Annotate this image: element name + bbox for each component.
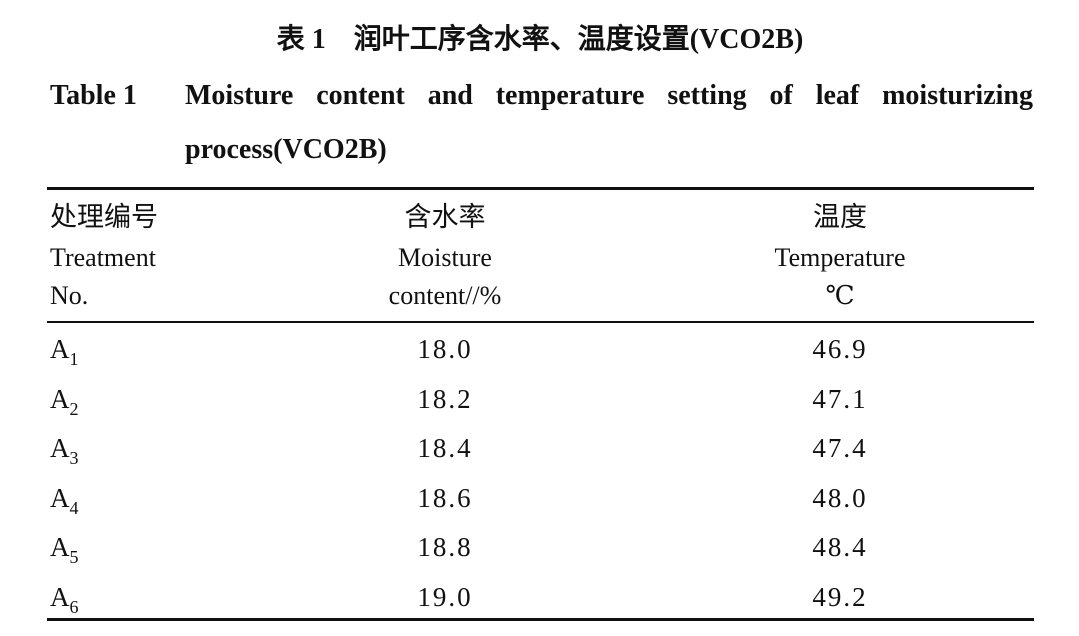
- column-header-en: ℃: [825, 281, 855, 310]
- moisture-cell: 18.0: [417, 334, 473, 364]
- column-header-en: content//%: [388, 281, 502, 310]
- moisture-cell: 18.8: [417, 532, 473, 563]
- moisture-cell: 18.6: [417, 482, 473, 513]
- temperature-cell: 49.2: [812, 582, 868, 612]
- moisture-cell: 18.4: [417, 433, 473, 464]
- treatment-subscript: 3: [69, 448, 79, 469]
- treatment-id: A6: [50, 582, 79, 617]
- column-header-cn: 含水率: [404, 202, 486, 232]
- moisture-cell: 19.0: [417, 582, 473, 612]
- column-header-cn: 处理编号: [50, 202, 158, 232]
- treatment-letter: A: [50, 582, 70, 612]
- treatment-id: A4: [50, 482, 79, 518]
- title-cn: 表 1 润叶工序含水率、温度设置(VCO2B): [276, 24, 804, 55]
- top-rule: [47, 187, 1034, 190]
- treatment-id: A2: [50, 383, 79, 419]
- moisture-cell: 18.2: [417, 383, 473, 414]
- treatment-id: A5: [50, 532, 79, 568]
- treatment-letter: A: [50, 383, 70, 414]
- treatment-letter: A: [50, 532, 70, 563]
- column-header-en: Temperature: [774, 243, 906, 272]
- table-label: Table 1: [50, 80, 137, 111]
- temperature-cell: 48.0: [812, 482, 868, 513]
- title-en-line2: process(VCO2B): [185, 134, 387, 165]
- treatment-letter: A: [50, 482, 70, 513]
- column-header-cn: 温度: [813, 202, 867, 232]
- header-rule: [47, 321, 1034, 323]
- temperature-cell: 48.4: [812, 532, 868, 563]
- treatment-letter: A: [50, 334, 70, 364]
- treatment-subscript: 6: [69, 597, 79, 617]
- treatment-subscript: 5: [69, 547, 79, 568]
- treatment-subscript: 2: [69, 398, 79, 419]
- treatment-id: A1: [50, 334, 79, 369]
- temperature-cell: 47.1: [812, 383, 868, 414]
- temperature-cell: 47.4: [812, 433, 868, 464]
- column-header-en: Treatment: [50, 243, 156, 272]
- temperature-cell: 46.9: [812, 334, 868, 364]
- column-header-en: No.: [50, 281, 89, 310]
- treatment-id: A3: [50, 433, 79, 469]
- treatment-subscript: 4: [69, 497, 79, 518]
- column-header-en: Moisture: [398, 243, 492, 272]
- title-en-line1: Moisture content and temperature setting…: [185, 80, 1033, 111]
- treatment-letter: A: [50, 433, 70, 464]
- bottom-rule: [47, 618, 1034, 621]
- treatment-subscript: 1: [69, 349, 79, 369]
